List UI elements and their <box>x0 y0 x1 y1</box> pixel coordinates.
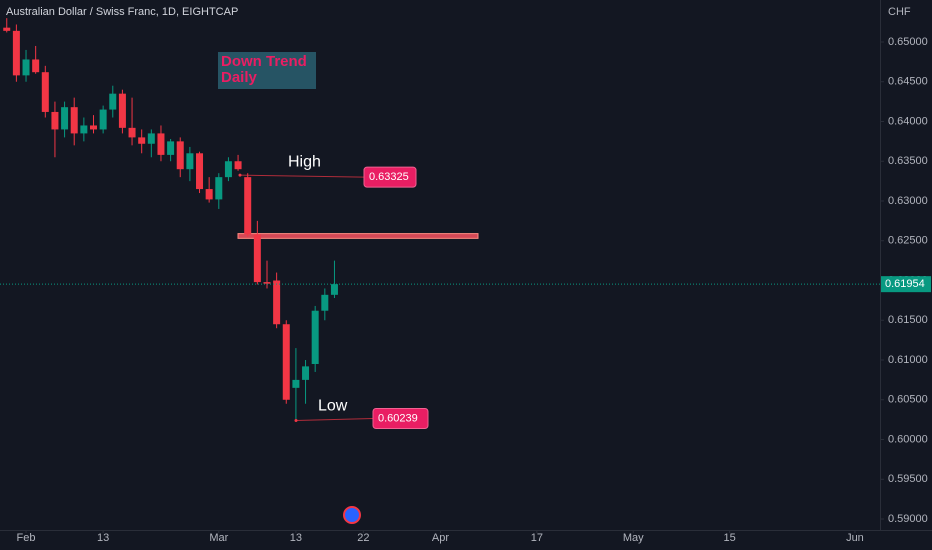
high-price-box <box>363 166 417 188</box>
y-tick-label: 0.63000 <box>888 195 928 207</box>
y-tick-label: 0.59000 <box>888 513 928 525</box>
y-tick-label: 0.63500 <box>888 155 928 167</box>
candle-body <box>311 310 319 364</box>
high-price-label: 0.63325 <box>369 171 409 183</box>
note-box <box>218 52 316 89</box>
candle-body <box>215 177 223 200</box>
y-tick-label: 0.61500 <box>888 314 928 326</box>
candle-body <box>253 234 261 283</box>
resistance-zone <box>237 233 479 239</box>
y-tick-label: 0.59500 <box>888 473 928 485</box>
candle-body <box>80 125 88 134</box>
current-price-label: 0.61954 <box>885 278 925 290</box>
x-tick-label: 17 <box>531 532 543 544</box>
x-tick-label: 13 <box>97 532 109 544</box>
candle-body <box>167 141 175 155</box>
candle-body <box>22 59 30 76</box>
y-tick-label: 0.61000 <box>888 354 928 366</box>
candle-body <box>196 153 204 190</box>
candle-body <box>273 280 281 325</box>
chart-title: Australian Dollar / Swiss Franc, 1D, EIG… <box>6 6 238 18</box>
high-point <box>238 173 242 177</box>
candle-body <box>176 141 184 170</box>
y-tick-label: 0.62500 <box>888 235 928 247</box>
x-tick-label: Mar <box>209 532 228 544</box>
candle-body <box>263 282 271 284</box>
candle-body <box>186 153 194 170</box>
candle-body <box>138 137 146 144</box>
high-label: High <box>288 153 321 170</box>
candle-body <box>224 161 232 178</box>
candle-body <box>234 161 242 170</box>
candle-body <box>41 72 49 112</box>
candle-body <box>51 111 59 130</box>
y-tick-label: 0.60500 <box>888 394 928 406</box>
x-tick-label: 22 <box>357 532 369 544</box>
event-icon[interactable] <box>343 506 361 524</box>
candle-body <box>118 93 126 128</box>
y-tick-label: 0.60000 <box>888 433 928 445</box>
candle-body <box>70 107 78 134</box>
candle-body <box>61 107 69 130</box>
current-price-box <box>881 276 931 293</box>
candle-body <box>12 30 20 76</box>
x-tick-label: Feb <box>17 532 36 544</box>
x-tick-label: 13 <box>290 532 302 544</box>
note: Down Trend Daily <box>221 53 307 86</box>
y-tick-label: 0.64500 <box>888 76 928 88</box>
low-label: Low <box>318 398 348 415</box>
plot: 0.65000 0.64500 0.64000 0.63500 0.63000 0.625… <box>0 18 931 544</box>
candle-body <box>109 93 117 110</box>
low-point <box>294 419 298 423</box>
candle-body <box>32 59 40 73</box>
candle-body <box>157 133 165 155</box>
y-tick-label: 0.65000 <box>888 36 928 48</box>
high-line <box>239 174 365 178</box>
candle-body <box>292 379 300 388</box>
low-line <box>295 418 374 422</box>
candle-body <box>205 189 213 200</box>
low-price-box <box>372 408 429 430</box>
currency: CHF <box>888 6 911 18</box>
x-tick-label: Jun <box>846 532 864 544</box>
x-tick-label: May <box>623 532 644 544</box>
candle-body <box>147 133 155 144</box>
candle-body <box>99 109 107 130</box>
candle-body <box>302 366 310 380</box>
candle-body <box>330 284 338 295</box>
candle-body <box>89 125 97 130</box>
candle-body <box>3 27 11 31</box>
x-tick-label: Apr <box>432 532 449 544</box>
candle-body <box>128 127 136 138</box>
candle-body <box>282 324 290 400</box>
low-price-label: 0.60239 <box>378 412 418 424</box>
candle-body <box>244 177 252 235</box>
candle-body <box>321 294 329 311</box>
y-tick-label: 0.64000 <box>888 115 928 127</box>
x-tick-label: 15 <box>724 532 736 544</box>
